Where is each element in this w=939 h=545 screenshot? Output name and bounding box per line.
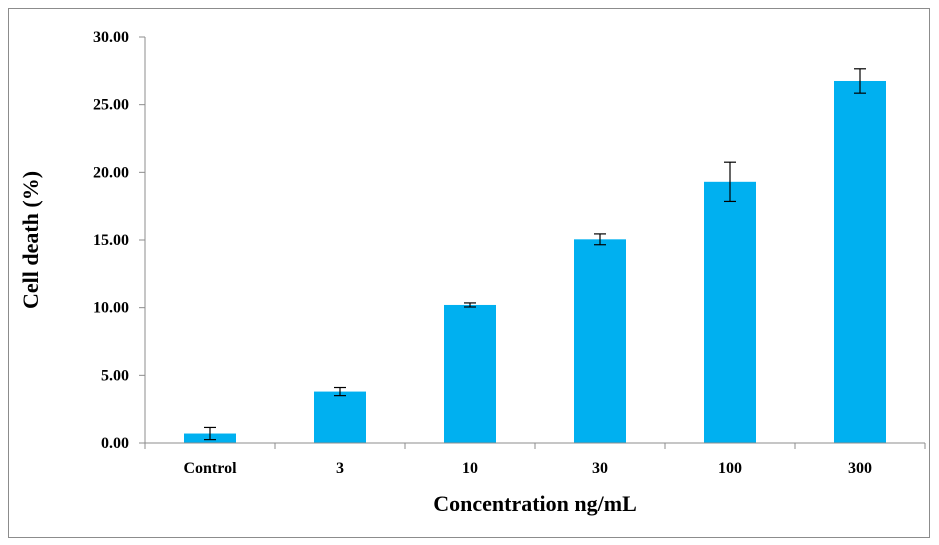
y-tick-label: 20.00 xyxy=(93,164,129,181)
x-tick-label: 30 xyxy=(592,460,608,477)
bar xyxy=(834,80,886,443)
axes xyxy=(144,37,925,444)
bar xyxy=(444,304,496,443)
chart-frame xyxy=(8,8,930,538)
x-tick-label: 3 xyxy=(336,460,344,477)
bar xyxy=(574,239,626,443)
y-tick-label: 5.00 xyxy=(101,367,129,384)
y-axis-ticks: 0.00 5.00 10.00 15.00 20.00 25.00 30.00 xyxy=(93,29,145,452)
y-tick-label: 25.00 xyxy=(93,97,129,114)
y-tick-label: 10.00 xyxy=(93,300,129,317)
x-tick-label: 10 xyxy=(462,460,478,477)
x-axis-title: Concentration ng/mL xyxy=(433,491,637,516)
y-tick-label: 15.00 xyxy=(93,232,129,249)
y-tick-label: 0.00 xyxy=(101,435,129,452)
x-axis-ticks: Control 3 10 30 100 300 xyxy=(144,443,926,477)
x-tick-label: 300 xyxy=(848,460,872,477)
x-tick-label: Control xyxy=(183,460,237,477)
x-tick-label: 100 xyxy=(718,460,742,477)
y-tick-label: 30.00 xyxy=(93,29,129,46)
error-bars xyxy=(204,68,866,441)
bar xyxy=(314,391,366,443)
bar xyxy=(704,181,756,443)
bars xyxy=(184,80,886,443)
y-axis-title: Cell death (%) xyxy=(18,171,43,309)
